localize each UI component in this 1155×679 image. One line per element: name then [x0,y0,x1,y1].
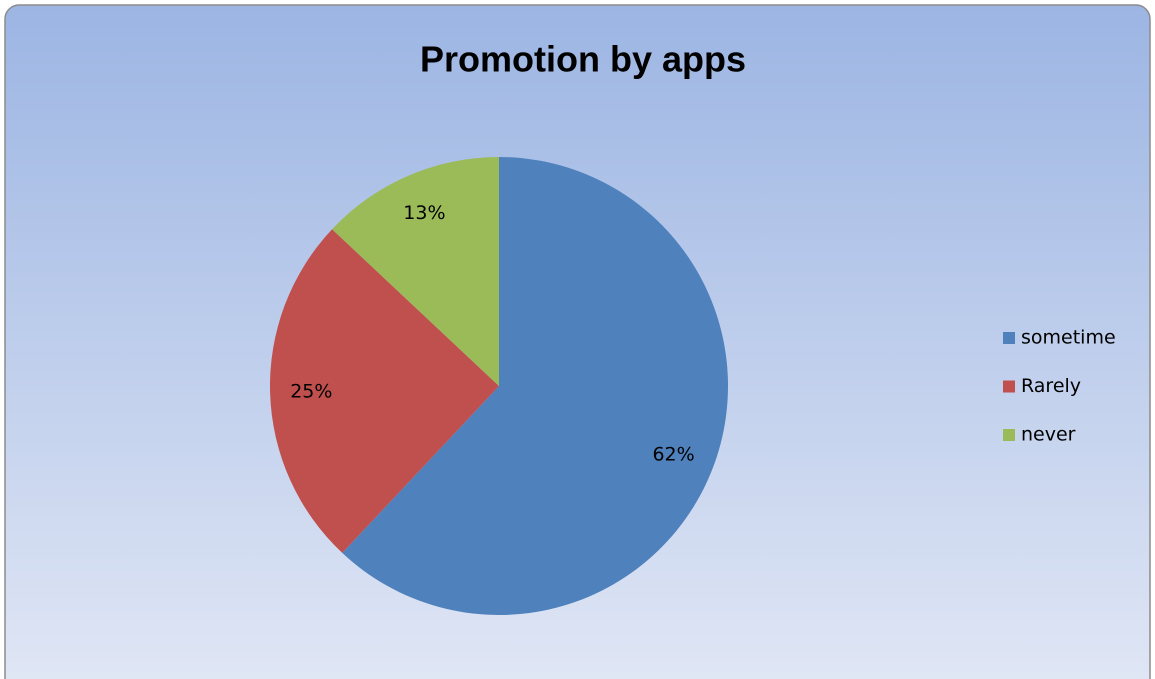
legend-swatch [1003,332,1015,344]
data-label: 13% [403,202,445,224]
data-label: 25% [290,380,332,402]
pie-slice [342,157,728,615]
legend-swatch [1003,429,1015,441]
legend-label: never [1021,424,1076,446]
data-label: 62% [652,444,694,466]
chart-title: Promotion by apps [420,39,746,80]
pie-slice [332,157,499,386]
pie-slice [270,229,499,553]
legend-swatch [1003,380,1015,393]
legend-label: Rarely [1021,375,1081,397]
legend-label: sometime [1021,327,1116,349]
